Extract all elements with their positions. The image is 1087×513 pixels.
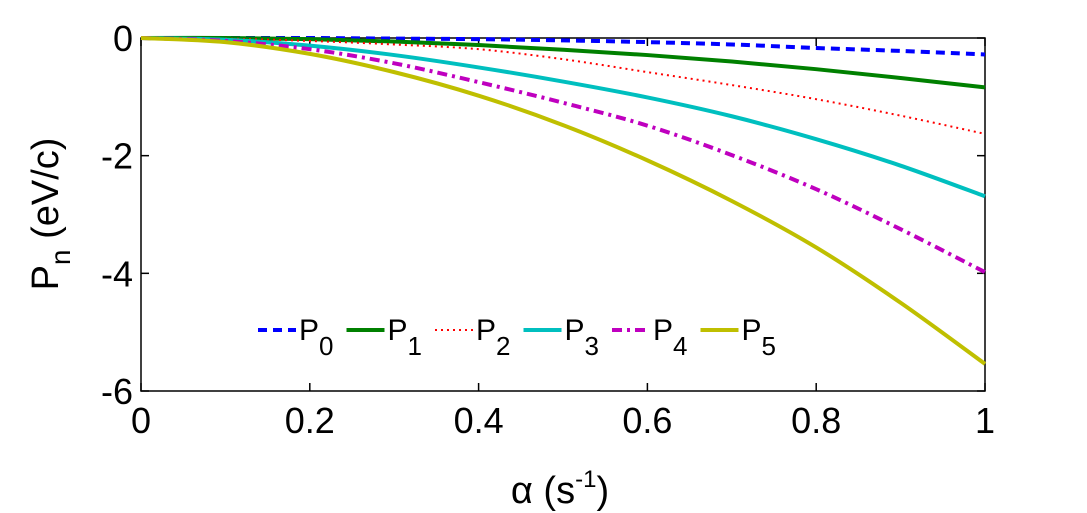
series-line-p1 xyxy=(140,35,986,90)
axis-ticks: 0 0.2 0.4 0.6 0.8 1 0 -2 -4 -6 xyxy=(101,18,995,441)
plot-area xyxy=(140,37,986,392)
x-tick-label: 1 xyxy=(975,400,995,441)
x-tick-label: 0.8 xyxy=(791,400,841,441)
y-axis-label-subscript: n xyxy=(45,249,76,265)
x-tick-label: 0 xyxy=(131,400,151,441)
y-axis-label: Pn (eV/c) xyxy=(25,138,76,291)
series-line-p3 xyxy=(140,36,986,199)
legend-label-p2: P2 xyxy=(476,314,510,361)
series-line-p5 xyxy=(140,36,987,366)
series-line-p4 xyxy=(140,36,986,274)
legend-label-p3: P3 xyxy=(565,314,599,361)
x-tick-label: 0.6 xyxy=(622,400,672,441)
y-tick-label: -2 xyxy=(101,136,133,177)
y-tick-label: -6 xyxy=(101,371,133,412)
series-group xyxy=(140,35,987,366)
x-tick-label: 0.2 xyxy=(285,400,335,441)
y-tick-label: 0 xyxy=(113,18,133,59)
legend-label-p4: P4 xyxy=(653,314,687,361)
x-tick-label: 0.4 xyxy=(454,400,504,441)
x-axis-label-superscript: -1 xyxy=(575,466,596,493)
y-tick-label: -4 xyxy=(101,253,133,294)
x-axis-label: α (s-1) xyxy=(511,466,609,512)
legend: P0 P1 P2 P3 P4 P5 xyxy=(258,314,776,361)
legend-label-p5: P5 xyxy=(742,314,776,361)
legend-label-p1: P1 xyxy=(388,314,422,361)
legend-label-p0: P0 xyxy=(299,314,333,361)
